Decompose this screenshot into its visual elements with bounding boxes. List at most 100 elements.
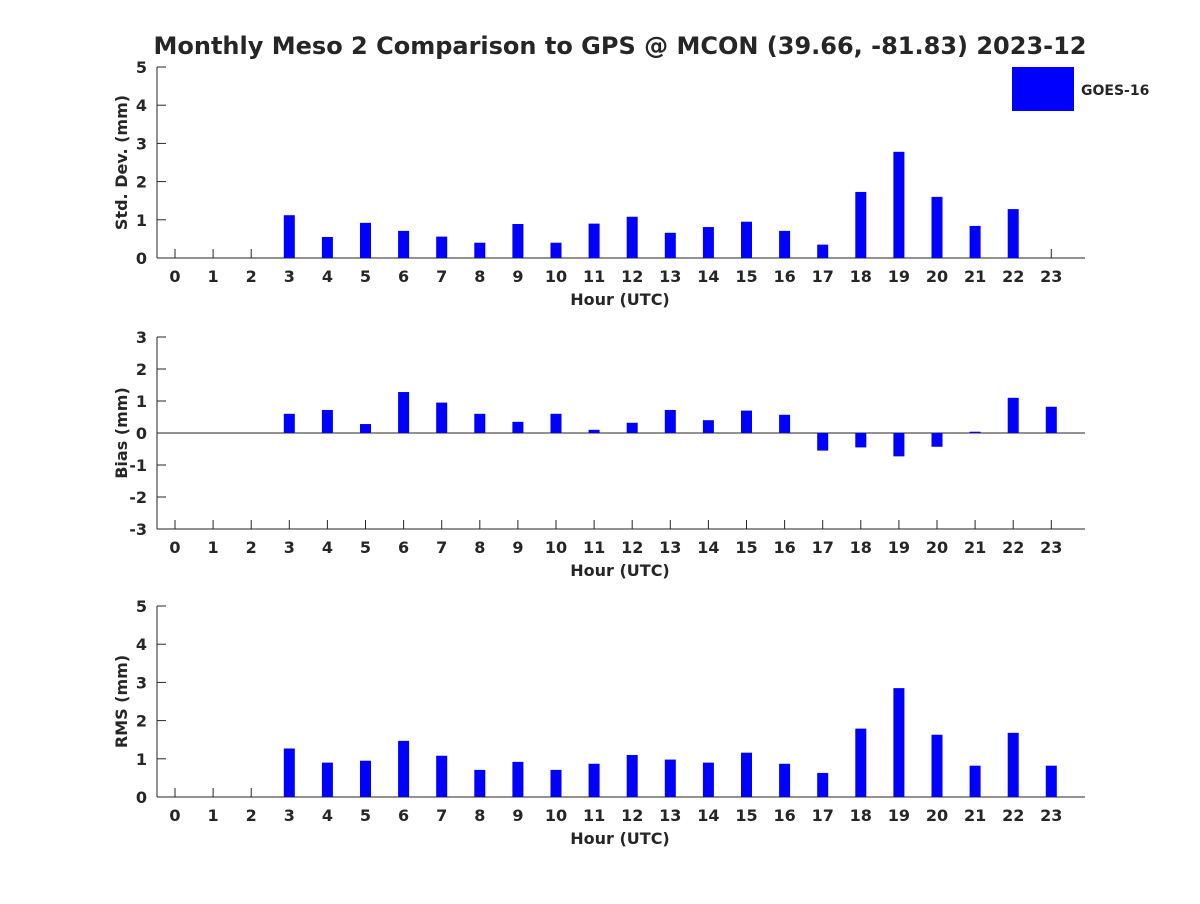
bar-hour-6 (398, 392, 410, 433)
x-tick-label: 16 (773, 806, 795, 825)
x-tick-label: 21 (964, 806, 986, 825)
y-tick-label: -3 (129, 520, 147, 539)
x-tick-label: 15 (735, 538, 757, 557)
x-tick-label: 3 (284, 538, 295, 557)
bar-hour-22 (1007, 209, 1019, 258)
y-tick-label: 2 (136, 712, 147, 731)
legend: GOES-16 (1012, 67, 1149, 111)
x-tick-label: 6 (398, 538, 409, 557)
x-tick-label: 18 (850, 806, 872, 825)
x-tick-label: 14 (697, 806, 719, 825)
bar-hour-16 (779, 763, 791, 797)
bar-hour-16 (779, 230, 791, 258)
x-tick-label: 9 (512, 538, 523, 557)
x-tick-label: 22 (1002, 267, 1024, 286)
bar-hour-17 (817, 244, 829, 258)
x-tick-label: 2 (246, 267, 257, 286)
x-tick-label: 6 (398, 806, 409, 825)
x-tick-label: 6 (398, 267, 409, 286)
bar-hour-6 (398, 740, 410, 797)
x-tick-label: 11 (583, 806, 605, 825)
bar-hour-20 (931, 734, 943, 797)
x-tick-label: 23 (1040, 267, 1062, 286)
x-tick-label: 1 (208, 806, 219, 825)
y-tick-label: 0 (136, 424, 147, 443)
bar-hour-23 (1045, 406, 1057, 433)
bar-hour-9 (512, 224, 524, 258)
bar-hour-21 (969, 225, 981, 258)
bar-hour-5 (360, 424, 371, 433)
x-tick-label: 21 (964, 267, 986, 286)
x-tick-label: 12 (621, 267, 643, 286)
y-tick-label: -2 (129, 488, 147, 507)
bar-hour-8 (474, 769, 486, 797)
x-tick-label: 8 (474, 806, 485, 825)
x-tick-label: 0 (169, 538, 180, 557)
x-tick-label: 4 (322, 538, 333, 557)
bar-hour-15 (741, 752, 752, 797)
x-tick-label: 20 (926, 267, 948, 286)
x-tick-label: 3 (284, 806, 295, 825)
y-tick-label: 3 (136, 134, 147, 153)
legend-label: GOES-16 (1081, 83, 1149, 99)
bar-hour-20 (931, 433, 943, 447)
x-tick-label: 1 (208, 538, 219, 557)
bar-hour-12 (626, 754, 638, 797)
bar-hour-12 (626, 216, 638, 258)
y-tick-label: 1 (136, 750, 147, 769)
bar-hour-5 (360, 760, 371, 797)
bar-hour-15 (741, 221, 752, 258)
bar-hour-21 (969, 765, 981, 797)
x-tick-label: 2 (246, 538, 257, 557)
x-tick-label: 7 (436, 806, 447, 825)
bar-hour-8 (474, 413, 486, 433)
bar-hour-17 (817, 772, 829, 797)
y-tick-label: 5 (136, 58, 147, 77)
bar-hour-11 (588, 429, 600, 433)
bar-hour-22 (1007, 732, 1019, 797)
y-tick-label: 2 (136, 173, 147, 192)
x-tick-label: 14 (697, 267, 719, 286)
bar-hour-6 (398, 230, 410, 258)
x-tick-label: 10 (545, 267, 567, 286)
x-tick-label: 16 (773, 538, 795, 557)
bar-hour-17 (817, 433, 829, 451)
x-axis-label: Hour (UTC) (570, 290, 670, 309)
y-tick-label: 4 (136, 96, 147, 115)
bar-hour-15 (741, 410, 752, 433)
bar-hour-21 (969, 431, 981, 433)
y-axis-label: Bias (mm) (112, 387, 131, 479)
x-tick-label: 2 (246, 806, 257, 825)
chart-title: Monthly Meso 2 Comparison to GPS @ MCON … (154, 32, 1087, 60)
x-tick-label: 0 (169, 267, 180, 286)
x-tick-label: 22 (1002, 538, 1024, 557)
y-tick-label: 4 (136, 635, 147, 654)
bar-hour-10 (550, 413, 562, 433)
x-tick-label: 7 (436, 267, 447, 286)
x-tick-label: 22 (1002, 806, 1024, 825)
bar-hour-12 (626, 422, 638, 433)
bar-hour-7 (436, 755, 448, 797)
x-tick-label: 20 (926, 806, 948, 825)
x-tick-label: 12 (621, 538, 643, 557)
x-tick-label: 5 (360, 538, 371, 557)
x-tick-label: 14 (697, 538, 719, 557)
x-tick-label: 18 (850, 267, 872, 286)
x-tick-label: 17 (812, 267, 834, 286)
x-tick-label: 11 (583, 267, 605, 286)
bar-hour-18 (855, 728, 867, 797)
bar-hour-13 (664, 759, 676, 797)
bar-hour-10 (550, 242, 562, 258)
bar-hour-8 (474, 242, 486, 258)
x-tick-label: 19 (888, 267, 910, 286)
x-tick-label: 7 (436, 538, 447, 557)
x-tick-label: 16 (773, 267, 795, 286)
x-tick-label: 17 (812, 538, 834, 557)
bar-hour-4 (321, 762, 333, 797)
bar-hour-14 (702, 420, 714, 433)
bar-hour-14 (702, 762, 714, 797)
x-tick-label: 23 (1040, 806, 1062, 825)
